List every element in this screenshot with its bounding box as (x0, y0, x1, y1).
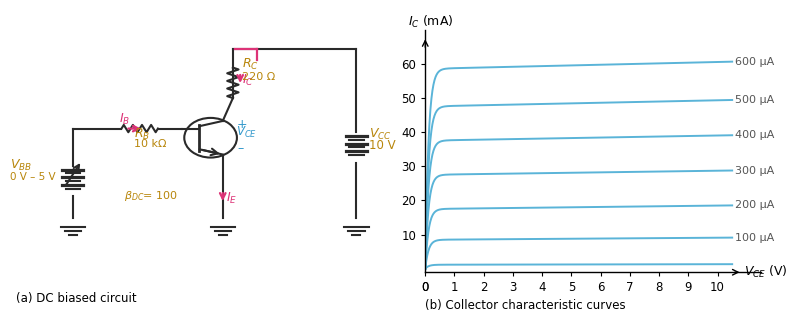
Text: $\beta_{DC}$= 100: $\beta_{DC}$= 100 (123, 189, 177, 203)
Text: $V_{CE}$: $V_{CE}$ (237, 125, 257, 140)
Text: 220 Ω: 220 Ω (241, 72, 275, 82)
Text: 100 μA: 100 μA (735, 233, 774, 243)
Text: 300 μA: 300 μA (735, 166, 774, 175)
Text: $R_C$: $R_C$ (241, 56, 258, 72)
Text: $V_{BB}$: $V_{BB}$ (11, 158, 32, 173)
Text: (b) Collector characteristic curves: (b) Collector characteristic curves (425, 299, 626, 312)
Text: $V_{CE}$ (V): $V_{CE}$ (V) (744, 264, 787, 280)
Text: 400 μA: 400 μA (735, 130, 774, 140)
Text: $I_E$: $I_E$ (226, 192, 237, 207)
Text: 500 μA: 500 μA (735, 95, 774, 105)
Text: –: – (237, 142, 243, 155)
Text: $I_C$: $I_C$ (241, 73, 254, 89)
Text: 0 V – 5 V: 0 V – 5 V (11, 172, 56, 182)
Text: $I_B$: $I_B$ (120, 112, 130, 127)
Text: 600 μA: 600 μA (735, 57, 774, 67)
Text: +: + (237, 118, 248, 132)
Text: 0: 0 (421, 281, 429, 294)
Text: (a) DC biased circuit: (a) DC biased circuit (16, 293, 137, 305)
Text: 10 kΩ: 10 kΩ (134, 139, 166, 150)
Text: $R_B$: $R_B$ (134, 127, 150, 142)
Text: 10 V: 10 V (369, 139, 395, 152)
Text: 200 μA: 200 μA (735, 200, 774, 210)
Text: $V_{CC}$: $V_{CC}$ (369, 127, 391, 142)
Text: $I_C$ (mA): $I_C$ (mA) (407, 13, 454, 30)
